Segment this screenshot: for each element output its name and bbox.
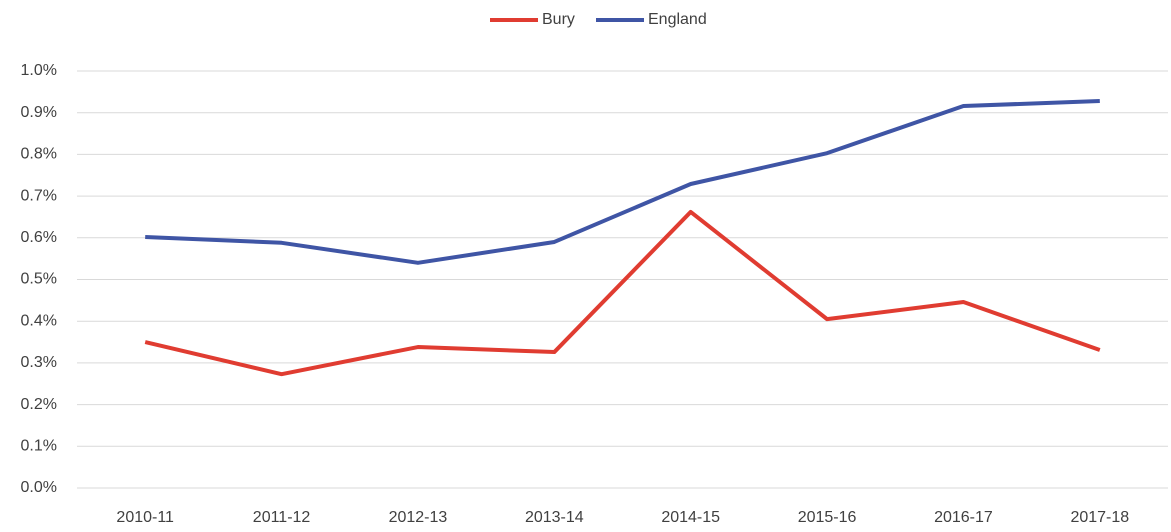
x-tick-label: 2012-13 [389, 509, 448, 526]
x-tick-label: 2015-16 [798, 509, 857, 526]
y-tick-label: 0.8% [21, 146, 57, 163]
y-tick-label: 0.3% [21, 354, 57, 371]
x-tick-label: 2017-18 [1070, 509, 1129, 526]
y-tick-label: 0.6% [21, 229, 57, 246]
y-tick-label: 0.7% [21, 187, 57, 204]
y-tick-label: 0.9% [21, 104, 57, 121]
y-tick-label: 0.4% [21, 312, 57, 329]
x-tick-label: 2010-11 [116, 509, 174, 526]
y-tick-label: 0.1% [21, 438, 57, 455]
legend-label: Bury [542, 11, 575, 28]
y-tick-label: 0.0% [21, 479, 57, 496]
x-tick-label: 2013-14 [525, 509, 584, 526]
x-tick-label: 2016-17 [934, 509, 993, 526]
x-tick-label: 2014-15 [661, 509, 720, 526]
series-line [145, 99, 1100, 265]
y-tick-label: 1.0% [21, 62, 57, 79]
legend-label: England [648, 11, 707, 28]
y-tick-label: 0.5% [21, 271, 57, 288]
series-line [144, 209, 1101, 377]
y-tick-label: 0.2% [21, 396, 57, 413]
x-tick-label: 2011-12 [253, 509, 311, 526]
